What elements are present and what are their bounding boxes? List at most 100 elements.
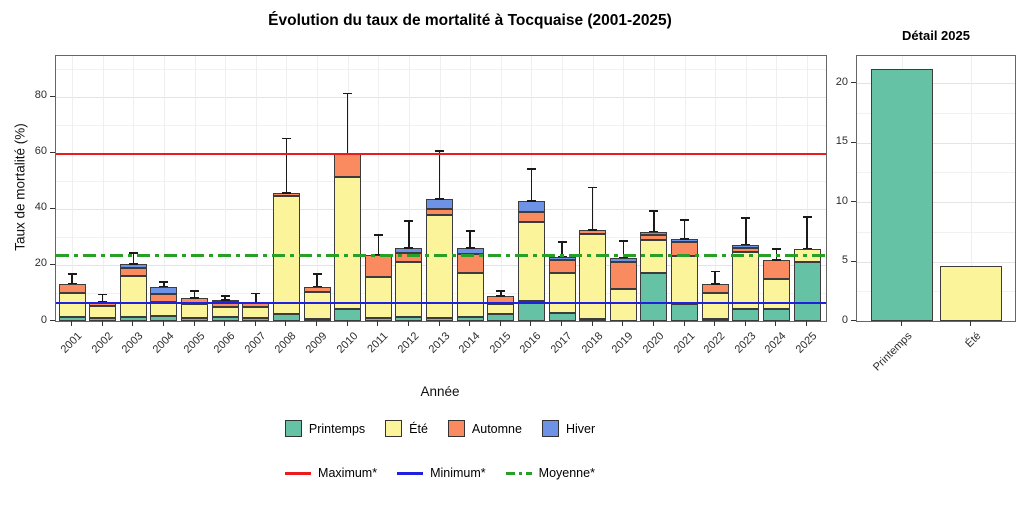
y-tick-label: 15 [835, 135, 848, 148]
x-tick-label-2004: 2004 [150, 330, 177, 356]
error-bar-cap-bottom-2018 [588, 229, 598, 231]
y-tick-mark [851, 260, 856, 262]
bar-segment-automne-2003 [119, 268, 147, 277]
x-tick-mark [285, 321, 287, 326]
bar-segment-été-2016 [517, 221, 545, 302]
x-tick-mark [683, 321, 685, 326]
x-tick-mark [101, 321, 103, 326]
x-tick-mark [775, 321, 777, 326]
error-bar-2012 [408, 220, 410, 249]
bar-segment-printemps-2006 [211, 317, 239, 321]
x-tick-mark [224, 321, 226, 326]
x-tick-mark [377, 321, 379, 326]
y-tick-label: 60 [34, 145, 47, 158]
x-tick-mark [901, 321, 902, 326]
error-bar-2005 [193, 290, 196, 299]
error-bar-2010 [346, 92, 349, 154]
error-bar-2017 [561, 241, 563, 257]
error-bar-cap-top-2014 [465, 229, 475, 232]
x-tick-mark [71, 321, 72, 326]
y-tick-mark [851, 141, 856, 143]
bar-segment-printemps-2014 [456, 316, 484, 321]
x-tick-label-2021: 2021 [671, 330, 697, 356]
bar-segment-été-2023 [732, 251, 760, 310]
error-bar-cap-top-2023 [741, 217, 751, 219]
x-tick-label-2006: 2006 [211, 330, 238, 356]
x-tick-label-2018: 2018 [579, 330, 606, 356]
x-tick-mark [469, 321, 471, 326]
x-tick-label-2022: 2022 [701, 330, 728, 356]
legend-item-printemps: Printemps [284, 420, 365, 437]
legend-reflines: Maximum* Minimum* Moyenne* [55, 466, 825, 480]
error-bar-cap-top-2015 [496, 290, 506, 292]
y-tick-label: 0 [40, 313, 47, 326]
error-bar-cap-bottom-2006 [220, 299, 230, 301]
x-tick-label-2007: 2007 [242, 330, 269, 356]
error-bar-cap-bottom-2022 [710, 283, 720, 285]
bar-segment-été-2021 [671, 256, 698, 305]
error-bar-cap-bottom-2008 [281, 192, 291, 194]
x-tick-mark [499, 321, 501, 326]
error-bar-cap-top-2006 [220, 294, 230, 297]
x-tick-mark [714, 321, 716, 326]
error-bar-cap-top-2003 [128, 252, 138, 254]
error-bar-2011 [377, 234, 379, 255]
grid-line-major [857, 83, 1015, 85]
legend-item-hiver: Hiver [541, 420, 596, 437]
error-bar-cap-top-2002 [98, 293, 108, 296]
detail-x-tick-label: Printemps [870, 330, 915, 374]
error-bar-cap-top-2011 [373, 234, 383, 236]
bar-segment-printemps-2010 [334, 309, 362, 321]
legend-label: Minimum* [430, 466, 486, 480]
error-bar-2003 [132, 252, 134, 265]
grid-line-vertical [971, 56, 972, 321]
bar-segment-été-2012 [395, 262, 423, 317]
legend-item-automne: Automne [447, 420, 522, 437]
x-tick-label-2014: 2014 [456, 330, 483, 356]
y-tick-mark [50, 320, 55, 321]
error-bar-2020 [653, 210, 655, 232]
x-tick-mark [591, 321, 593, 326]
x-tick-mark [407, 321, 409, 326]
legend-line-moyenne [505, 471, 532, 475]
error-bar-cap-bottom-2003 [128, 263, 138, 265]
error-bar-cap-top-2009 [312, 273, 322, 275]
error-bar-cap-top-2010 [343, 92, 353, 95]
ref-line-minimum [56, 301, 826, 304]
ref-line-moyenne [56, 254, 826, 258]
grid-line-vertical [378, 56, 380, 321]
bar-segment-été-2006 [211, 306, 239, 318]
x-tick-mark [652, 321, 654, 326]
grid-line-minor [56, 68, 826, 70]
grid-line-major [857, 142, 1015, 144]
grid-line-vertical [470, 56, 472, 321]
bar-segment-été-2005 [181, 304, 208, 318]
error-bar-2019 [622, 240, 624, 258]
grid-line-vertical [72, 56, 73, 321]
legend-seasons: Printemps Été Automne Hiver [55, 420, 825, 437]
error-bar-2013 [438, 150, 441, 200]
x-tick-label-2009: 2009 [303, 330, 330, 356]
error-bar-2009 [316, 273, 318, 287]
bar-segment-automne-2016 [517, 211, 545, 222]
y-tick-mark [851, 201, 856, 203]
bar-segment-printemps-2007 [242, 318, 270, 321]
y-tick-label: 0 [841, 313, 848, 326]
bar-segment-printemps-2018 [579, 318, 607, 321]
bar-segment-été-2024 [762, 279, 790, 310]
bar-segment-été-2022 [701, 293, 729, 319]
legend-label: Été [409, 421, 428, 436]
bar-segment-automne-2017 [548, 260, 576, 274]
detail-chart-panel [856, 55, 1016, 322]
grid-line-vertical [408, 56, 410, 321]
x-tick-mark [530, 321, 532, 326]
bar-segment-printemps-2024 [762, 309, 790, 321]
error-bar-cap-top-2013 [435, 150, 444, 152]
legend-label: Hiver [565, 421, 596, 436]
error-bar-2021 [683, 219, 686, 239]
bar-segment-printemps-2003 [119, 317, 147, 321]
x-tick-label-2017: 2017 [548, 330, 575, 356]
bar-segment-printemps-2004 [150, 316, 178, 321]
error-bar-2018 [591, 186, 594, 231]
error-bar-cap-bottom-2019 [618, 256, 628, 259]
